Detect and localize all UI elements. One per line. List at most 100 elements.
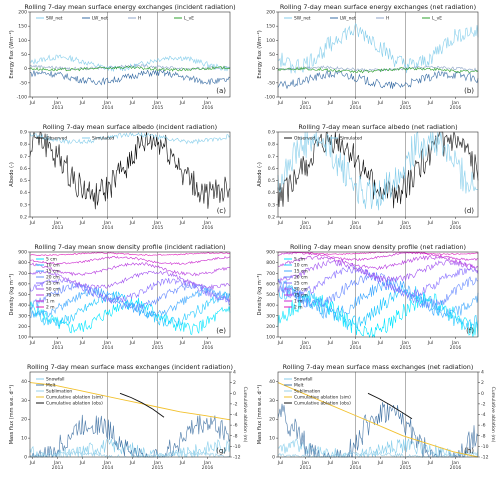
- x-tick-label: Jan: [301, 100, 309, 106]
- x-tick-label: Jul: [277, 220, 284, 226]
- x-tick-label: 2015: [400, 105, 412, 111]
- legend-label: LW_net: [340, 16, 356, 22]
- x-tick-label: Jan: [401, 100, 409, 106]
- series-line: [29, 256, 231, 266]
- series-line: [29, 131, 231, 145]
- panel-title: Rolling 7-day mean surface mass exchange…: [283, 363, 474, 371]
- y-axis-label: Albedo (-): [257, 162, 263, 187]
- x-tick-label: 2013: [52, 105, 64, 111]
- y-tick-label: 0.6: [268, 166, 275, 172]
- y-tick-label: 400: [266, 303, 275, 309]
- y-tick-label: 800: [266, 260, 275, 266]
- x-tick-label: 2015: [152, 465, 164, 471]
- panel-title: Rolling 7-day mean surface albedo (incid…: [43, 123, 217, 131]
- legend-label: 25 cm: [294, 281, 308, 287]
- legend: Observed Simulated: [284, 136, 362, 142]
- x-tick-label: 2013: [52, 225, 64, 231]
- x-tick-label: 2013: [300, 465, 312, 471]
- x-tick-label: Jan: [451, 340, 459, 346]
- legend-label: 1 m: [294, 299, 302, 305]
- x-tick-label: Jan: [103, 340, 111, 346]
- x-tick-label: 2014: [350, 345, 362, 351]
- x-tick-label: Jul: [377, 460, 384, 466]
- x-tick-label: Jul: [129, 340, 136, 346]
- x-tick-label: 2016: [202, 465, 214, 471]
- y-tick-label: 0: [24, 66, 27, 72]
- y-tick-label: 500: [18, 292, 27, 298]
- series-line: [277, 251, 479, 261]
- y-tick-label: 700: [18, 271, 27, 277]
- y2-tick-label: -12: [233, 455, 241, 461]
- series-line: [29, 69, 231, 86]
- legend-label: Simulated: [92, 136, 114, 142]
- panel-h: Rolling 7-day mean surface mass exchange…: [257, 363, 496, 471]
- y-tick-label: 600: [266, 281, 275, 287]
- x-tick-label: Jul: [277, 460, 284, 466]
- y-tick-label: 40: [21, 379, 27, 385]
- y-tick-label: 0.5: [268, 178, 275, 184]
- legend-label: 1 m: [46, 299, 54, 305]
- panel-label: (b): [464, 87, 474, 95]
- panel-label: (g): [216, 447, 226, 455]
- legend-label: 2 m: [46, 305, 54, 311]
- legend-label: Snowfall: [46, 377, 65, 383]
- y2-tick-label: -8: [233, 433, 238, 439]
- x-tick-label: 2016: [450, 225, 462, 231]
- x-tick-label: Jul: [29, 100, 36, 106]
- x-tick-label: 2016: [202, 225, 214, 231]
- x-tick-label: Jul: [377, 220, 384, 226]
- y-tick-label: 0.9: [20, 130, 27, 136]
- legend-label: Sublimation: [46, 389, 72, 395]
- x-tick-label: 2013: [300, 105, 312, 111]
- y-tick-label: -50: [19, 80, 27, 86]
- x-tick-label: Jul: [427, 460, 434, 466]
- x-tick-label: 2015: [152, 225, 164, 231]
- y-tick-label: -100: [265, 95, 276, 101]
- series-line: [29, 278, 231, 304]
- axes-frame: [29, 251, 231, 338]
- panel-b: Rolling 7-day mean surface energy exchan…: [257, 3, 479, 111]
- x-tick-label: 2014: [102, 105, 114, 111]
- x-tick-label: Jul: [129, 220, 136, 226]
- legend-label: 20 cm: [46, 275, 60, 281]
- x-tick-label: Jan: [153, 340, 161, 346]
- y-tick-label: 30: [21, 398, 27, 404]
- legend-label: 50 cm: [294, 287, 308, 293]
- legend-label: SW_net: [294, 16, 311, 22]
- legend-label: 50 cm: [46, 287, 60, 293]
- x-tick-label: Jul: [277, 100, 284, 106]
- legend-label: Sublimation: [294, 389, 320, 395]
- legend-label: 10 cm: [46, 263, 60, 269]
- x-tick-label: Jul: [377, 100, 384, 106]
- legend-label: 20 cm: [294, 275, 308, 281]
- axes-frame: [277, 371, 479, 458]
- legend-label: LW_net: [92, 16, 108, 22]
- y-tick-label: 10: [21, 436, 27, 442]
- x-tick-label: Jan: [203, 100, 211, 106]
- axes-frame: [277, 251, 479, 338]
- x-tick-label: Jul: [29, 220, 36, 226]
- panel-e: Rolling 7-day mean snow density profile …: [9, 243, 231, 351]
- y2-tick-label: -6: [481, 423, 486, 429]
- legend-label: Cumulative ablation (obs): [294, 401, 351, 407]
- panel-a: Rolling 7-day mean surface energy exchan…: [9, 3, 236, 111]
- y-tick-label: 0.4: [20, 190, 27, 196]
- series-line: [277, 255, 479, 271]
- x-tick-label: Jul: [377, 340, 384, 346]
- panel-label: (c): [217, 207, 227, 215]
- x-tick-label: 2016: [450, 105, 462, 111]
- axes-frame: [29, 371, 231, 458]
- x-tick-label: 2015: [152, 105, 164, 111]
- y-tick-label: 0: [272, 455, 275, 461]
- series-line: [29, 65, 231, 72]
- y-tick-label: 0.7: [268, 154, 275, 160]
- x-tick-label: Jan: [401, 220, 409, 226]
- x-tick-label: Jan: [53, 220, 61, 226]
- x-tick-label: Jan: [301, 340, 309, 346]
- legend: SW_net LW_net H L_vE: [284, 16, 442, 22]
- y-tick-label: 0.3: [268, 202, 275, 208]
- series-line: [29, 262, 231, 277]
- x-tick-label: 2016: [450, 345, 462, 351]
